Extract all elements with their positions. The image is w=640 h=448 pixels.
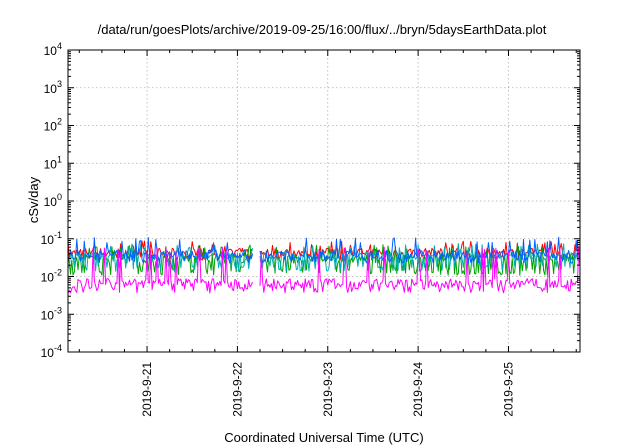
y-tick-exponent: 3 (57, 79, 62, 89)
y-tick-exponent: -4 (54, 343, 62, 353)
y-tick-base: 10 (44, 195, 58, 209)
y-tick-label: 10-1 (41, 230, 62, 247)
y-tick-exponent: -3 (54, 305, 62, 315)
y-axis-label: cSv/day (26, 176, 41, 223)
y-tick-label: 102 (44, 117, 62, 134)
y-tick-label: 10-3 (41, 305, 62, 322)
y-tick-base: 10 (41, 346, 55, 360)
x-tick-label: 2019-9-25 (501, 362, 515, 417)
y-tick-label: 100 (44, 192, 62, 209)
y-tick-exponent: 0 (57, 192, 62, 202)
y-tick-label: 104 (44, 41, 62, 58)
y-tick-base: 10 (41, 233, 55, 247)
ticks (68, 49, 580, 353)
y-tick-base: 10 (41, 308, 55, 322)
x-axis-label: Coordinated Universal Time (UTC) (224, 430, 423, 445)
y-tick-base: 10 (44, 120, 58, 134)
grid (68, 50, 580, 352)
y-tick-base: 10 (44, 44, 58, 58)
y-tick-base: 10 (44, 82, 58, 96)
x-tick-label: 2019-9-22 (230, 362, 244, 417)
chart-title: /data/run/goesPlots/archive/2019-09-25/1… (98, 22, 547, 37)
y-tick-exponent: 4 (57, 41, 62, 51)
x-tick-label: 2019-9-23 (321, 362, 335, 417)
x-tick-label: 2019-9-21 (140, 362, 154, 417)
y-tick-exponent: 2 (57, 117, 62, 127)
y-tick-exponent: -1 (54, 230, 62, 240)
y-tick-label: 10-2 (41, 268, 62, 285)
y-tick-base: 10 (44, 157, 58, 171)
y-tick-base: 10 (41, 271, 55, 285)
x-tick-labels: 2019-9-21 2019-9-22 2019-9-23 2019-9-24 2019… (140, 362, 515, 417)
y-tick-label: 10-4 (41, 343, 62, 360)
x-tick-label: 2019-9-24 (411, 362, 425, 417)
series-line-5 (67, 246, 581, 294)
y-tick-label: 101 (44, 154, 62, 171)
series-layer (67, 236, 581, 294)
y-tick-label: 103 (44, 79, 62, 96)
y-tick-exponent: -2 (54, 268, 62, 278)
y-tick-exponent: 1 (57, 154, 62, 164)
